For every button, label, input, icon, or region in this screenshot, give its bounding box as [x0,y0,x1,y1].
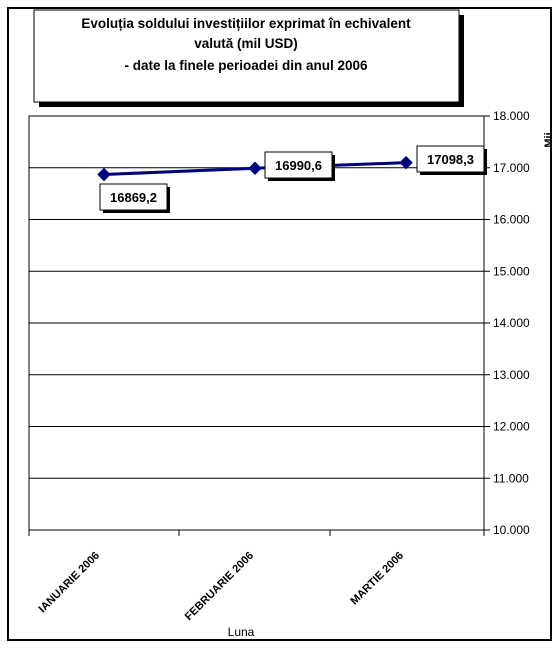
data-label-text: 16869,2 [110,190,157,205]
gridlines [29,167,484,479]
chart-title-line-1: Evoluția soldului investițiilor exprimat… [81,16,411,31]
data-point-marker [97,167,111,182]
y-axis-ticks: 10.000 11.000 12.000 13.000 14.000 15.000 16.0… [484,109,530,537]
data-label: 16990,6 [264,151,335,181]
data-point-marker [399,155,413,170]
data-labels: 16869,2 16990,6 17098,3 [99,145,487,213]
y-tick-label: 14.000 [493,316,530,330]
title-box [33,9,460,103]
y-tick-label: 12.000 [493,420,530,434]
series-line-group [97,155,413,182]
x-axis-ticks [28,530,485,536]
y-tick-label: 10.000 [493,523,530,537]
y-tick-label: 11.000 [493,471,529,485]
y-tick-label: 13.000 [493,368,530,382]
data-label-text: 16990,6 [275,158,322,173]
x-axis-title: Luna [228,625,255,639]
data-point-marker [248,161,262,175]
chart-title-line-2: valută (mil USD) [194,36,298,51]
y-tick-label: 18.000 [493,109,530,123]
data-label: 16869,2 [99,183,170,213]
data-label-text: 17098,3 [427,152,474,167]
y-tick-label: 17.000 [493,161,530,175]
y-tick-label: 15.000 [493,264,530,278]
y-tick-label: 16.000 [493,213,530,227]
chart-title-line-3: - date la finele perioadei din anul 2006 [124,58,368,73]
data-label: 17098,3 [416,145,487,175]
y-axis-unit-label: Mii [543,132,555,147]
